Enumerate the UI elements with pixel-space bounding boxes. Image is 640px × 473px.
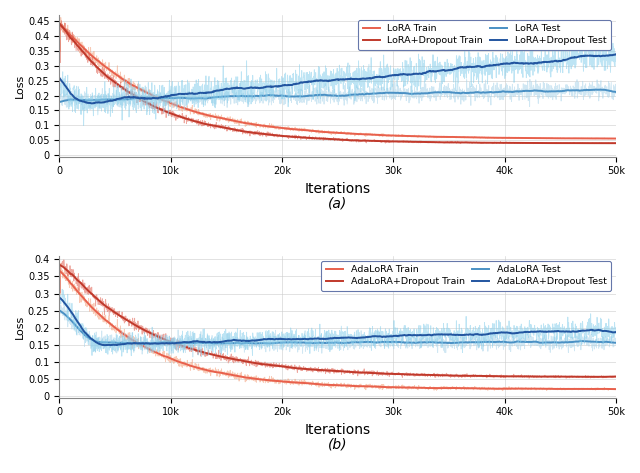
Text: (a): (a)	[328, 196, 347, 210]
X-axis label: Iterations: Iterations	[305, 423, 371, 437]
Legend: AdaLoRA Train, AdaLoRA+Dropout Train, AdaLoRA Test, AdaLoRA+Dropout Test: AdaLoRA Train, AdaLoRA+Dropout Train, Ad…	[321, 261, 611, 291]
Text: (b): (b)	[328, 438, 348, 451]
X-axis label: Iterations: Iterations	[305, 182, 371, 196]
Y-axis label: Loss: Loss	[15, 74, 25, 98]
Legend: LoRA Train, LoRA+Dropout Train, LoRA Test, LoRA+Dropout Test: LoRA Train, LoRA+Dropout Train, LoRA Tes…	[358, 20, 611, 50]
Y-axis label: Loss: Loss	[15, 315, 25, 339]
